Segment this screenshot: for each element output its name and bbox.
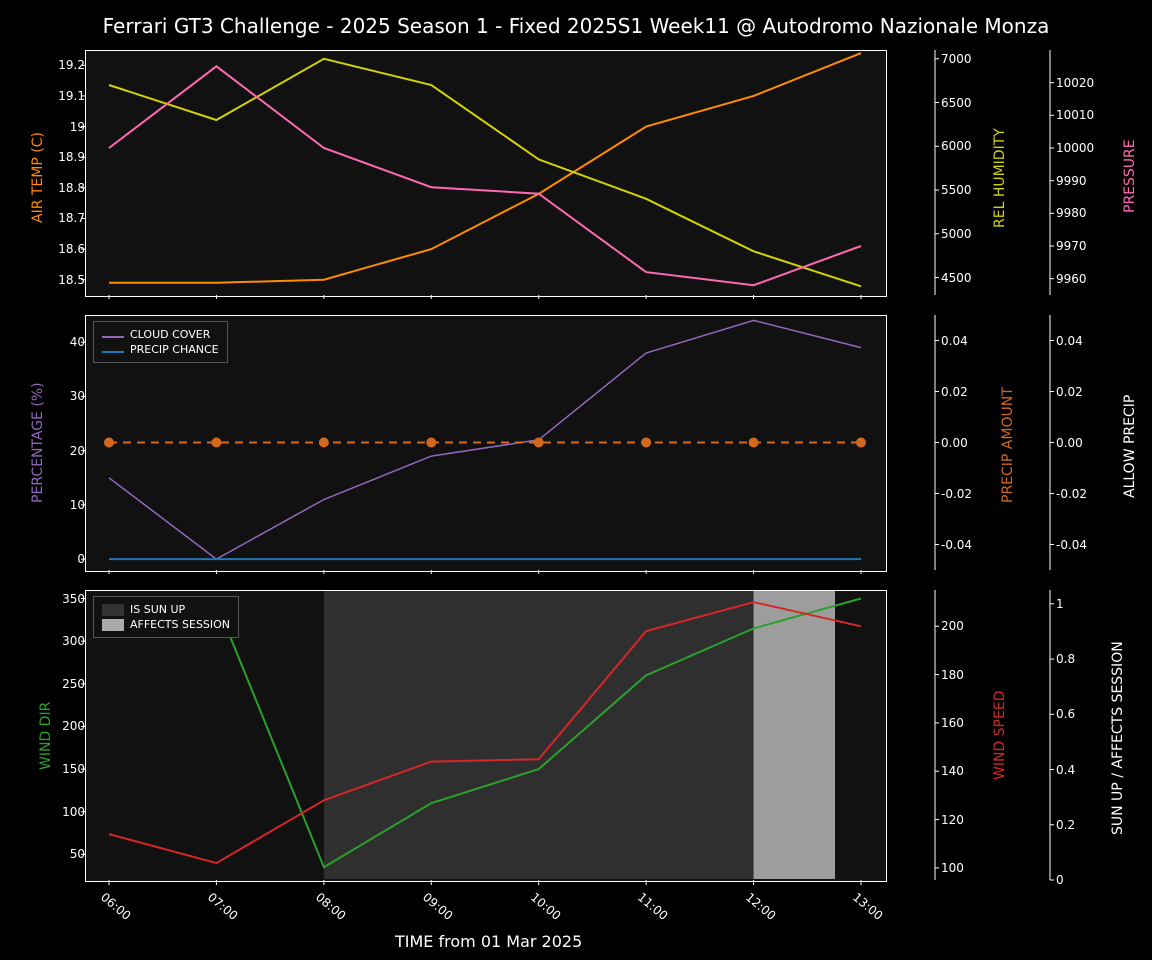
ytick: 10020 xyxy=(1056,76,1094,90)
plot-svg xyxy=(0,0,1152,960)
ytick: -0.02 xyxy=(941,487,972,501)
ytick: 9990 xyxy=(1056,174,1087,188)
ytick: -0.04 xyxy=(941,538,972,552)
ytick: 0.00 xyxy=(1056,436,1083,450)
ytick: 19.1 xyxy=(35,89,85,103)
ytick: 5500 xyxy=(941,183,972,197)
ytick: 4500 xyxy=(941,271,972,285)
ylabel-sun-affects: SUN UP / AFFECTS SESSION xyxy=(1110,641,1126,835)
ytick: 0.04 xyxy=(941,334,968,348)
ytick: 9980 xyxy=(1056,206,1087,220)
ytick: 5000 xyxy=(941,227,972,241)
ytick: 40 xyxy=(35,335,85,349)
ytick: 10010 xyxy=(1056,108,1094,122)
ylabel-air-temp: AIR TEMP (C) xyxy=(30,132,46,223)
figure: Ferrari GT3 Challenge - 2025 Season 1 - … xyxy=(0,0,1152,960)
ytick: 160 xyxy=(941,716,964,730)
ytick: 140 xyxy=(941,764,964,778)
ytick: 300 xyxy=(35,634,85,648)
ylabel-percentage: PERCENTAGE (%) xyxy=(30,382,46,503)
ytick: 0 xyxy=(35,552,85,566)
ylabel-rel-humidity: REL HUMIDITY xyxy=(992,128,1008,228)
ytick: 50 xyxy=(35,847,85,861)
ytick: 9960 xyxy=(1056,272,1087,286)
ytick: 0.2 xyxy=(1056,818,1075,832)
legend-label: AFFECTS SESSION xyxy=(130,618,230,631)
ytick: 6000 xyxy=(941,139,972,153)
ylabel-pressure: PRESSURE xyxy=(1122,139,1138,213)
ytick: 18.5 xyxy=(35,273,85,287)
ytick: 0.6 xyxy=(1056,707,1075,721)
ytick: 0.02 xyxy=(941,385,968,399)
ytick: -0.04 xyxy=(1056,538,1087,552)
ytick: 120 xyxy=(941,813,964,827)
ytick: 1 xyxy=(1056,597,1064,611)
legend-panel2: CLOUD COVER PRECIP CHANCE xyxy=(93,321,228,363)
ytick: 0 xyxy=(1056,873,1064,887)
legend-label: IS SUN UP xyxy=(130,603,185,616)
ytick: 10000 xyxy=(1056,141,1094,155)
ytick: 7000 xyxy=(941,52,972,66)
ylabel-precip-amount: PRECIP AMOUNT xyxy=(1000,387,1016,503)
ytick: 9970 xyxy=(1056,239,1087,253)
ytick: 250 xyxy=(35,677,85,691)
legend-label: PRECIP CHANCE xyxy=(130,343,219,356)
ytick: 180 xyxy=(941,668,964,682)
ytick: 100 xyxy=(941,861,964,875)
ytick: 0.02 xyxy=(1056,385,1083,399)
ylabel-wind-speed: WIND SPEED xyxy=(992,691,1008,780)
ylabel-wind-dir: WIND DIR xyxy=(38,702,54,770)
legend-panel3: IS SUN UP AFFECTS SESSION xyxy=(93,596,239,638)
legend-label: CLOUD COVER xyxy=(130,328,210,341)
ytick: 0.4 xyxy=(1056,763,1075,777)
ytick: 100 xyxy=(35,805,85,819)
ytick: 0.04 xyxy=(1056,334,1083,348)
ytick: 6500 xyxy=(941,96,972,110)
ytick: 0.00 xyxy=(941,436,968,450)
ytick: -0.02 xyxy=(1056,487,1087,501)
xlabel: TIME from 01 Mar 2025 xyxy=(395,932,582,951)
ytick: 200 xyxy=(941,619,964,633)
ytick: 18.6 xyxy=(35,242,85,256)
ytick: 0.8 xyxy=(1056,652,1075,666)
ylabel-allow-precip: ALLOW PRECIP xyxy=(1122,394,1138,497)
ytick: 350 xyxy=(35,592,85,606)
ytick: 19.2 xyxy=(35,58,85,72)
